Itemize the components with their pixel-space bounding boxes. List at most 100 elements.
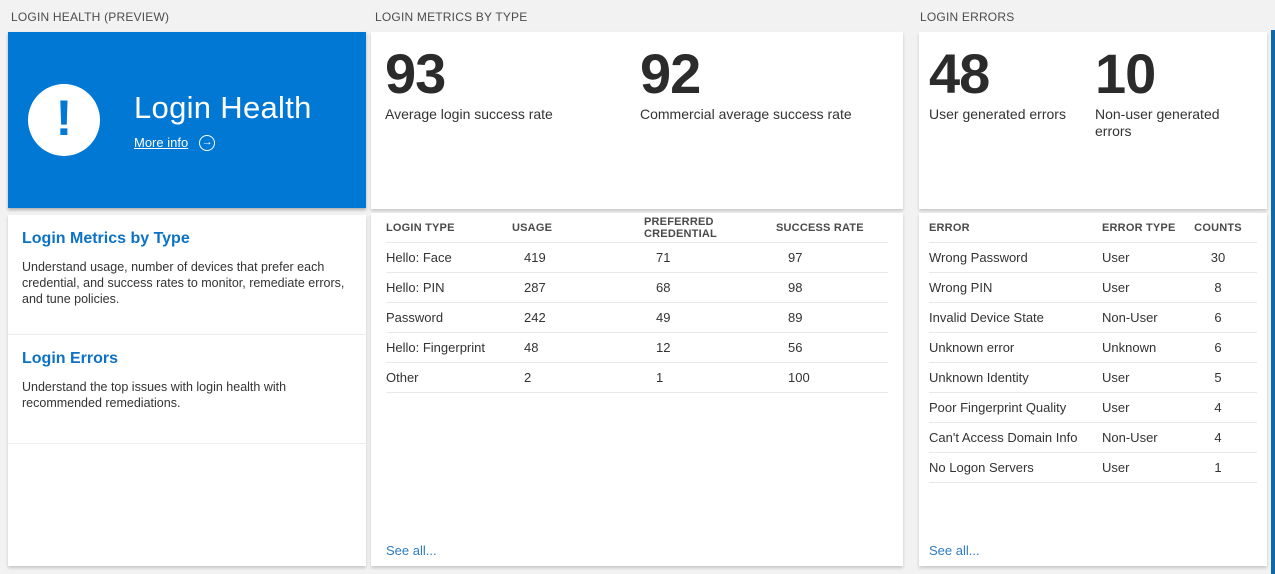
table-cell: Invalid Device State — [929, 310, 1044, 325]
table-row: Wrong Password User 30 — [929, 243, 1257, 273]
login-errors-table: ERROR ERROR TYPE COUNTS Wrong Password User 3… — [929, 213, 1257, 483]
table-cell: 100 — [788, 370, 810, 385]
table-row: Invalid Device State Non-User 6 — [929, 303, 1257, 333]
login-errors-table-panel: ERROR ERROR TYPE COUNTS Wrong Password User 3… — [919, 213, 1267, 566]
table-cell: 1 — [656, 370, 664, 385]
table-row: Can't Access Domain Info Non-User 4 — [929, 423, 1257, 453]
table-cell: 2 — [524, 370, 532, 385]
table-cell: 12 — [656, 340, 671, 355]
table-cell: 4 — [1214, 400, 1222, 415]
errors-stats-panel: 48 User generated errors 10 Non-user gen… — [919, 32, 1267, 209]
table-cell: Password — [386, 310, 444, 325]
table-cell: Hello: Fingerprint — [386, 340, 485, 355]
info-section-description: Understand usage, number of devices that… — [22, 260, 345, 306]
table-cell: 419 — [524, 250, 546, 265]
info-section-title: Login Metrics by Type — [22, 230, 190, 247]
table-cell: 1 — [1214, 460, 1222, 475]
table-row: Hello: Fingerprint 48 12 56 — [386, 333, 888, 363]
stat-value: 92 — [640, 42, 701, 105]
section-header-login-errors: LOGIN ERRORS — [920, 10, 1015, 24]
table-cell: 68 — [656, 280, 671, 295]
table-cell: 71 — [656, 250, 671, 265]
info-section-description: Understand the top issues with login hea… — [22, 380, 287, 410]
table-row: Wrong PIN User 8 — [929, 273, 1257, 303]
errors-see-all-link[interactable]: See all... — [929, 543, 980, 558]
table-cell: Unknown error — [929, 340, 1015, 355]
exclamation-icon: ! — [28, 84, 100, 156]
table-cell: Non-User — [1102, 310, 1158, 325]
stat-user-generated-errors: 48 User generated errors — [929, 46, 1095, 209]
exclamation-glyph: ! — [55, 90, 73, 146]
table-row: Unknown error Unknown 6 — [929, 333, 1257, 363]
stat-label: User generated errors — [929, 106, 1066, 122]
table-row: Hello: PIN 287 68 98 — [386, 273, 888, 303]
table-row: Unknown Identity User 5 — [929, 363, 1257, 393]
table-cell: Poor Fingerprint Quality — [929, 400, 1067, 415]
stat-label: Commercial average success rate — [640, 106, 852, 122]
table-cell: Unknown — [1102, 340, 1157, 355]
table-cell: Unknown Identity — [929, 370, 1029, 385]
table-row: Poor Fingerprint Quality User 4 — [929, 393, 1257, 423]
table-row: No Logon Servers User 1 — [929, 453, 1257, 483]
table-row: Hello: Face 419 71 97 — [386, 243, 888, 273]
arrow-right-circle-icon[interactable]: → — [199, 134, 216, 151]
table-cell: 287 — [524, 280, 546, 295]
tile-title: Login Health — [134, 89, 312, 125]
table-header-cell: LOGIN TYPE — [386, 221, 455, 234]
login-metrics-table: LOGIN TYPE USAGE PREFERRED CREDENTIAL SUCCE… — [386, 213, 888, 393]
adjacent-tile-edge — [1271, 30, 1275, 574]
nav-section-login-metrics-by-type[interactable]: Login Metrics by Type Understand usage, … — [8, 215, 366, 335]
login-health-tile[interactable]: ! Login Health More info → — [8, 32, 366, 208]
table-cell: 89 — [788, 310, 803, 325]
table-cell: Non-User — [1102, 430, 1158, 445]
table-cell: 5 — [1214, 370, 1222, 385]
table-header-cell: ERROR TYPE — [1102, 221, 1176, 234]
table-header-row: ERROR ERROR TYPE COUNTS — [929, 213, 1257, 243]
section-header-login-health: LOGIN HEALTH (PREVIEW) — [11, 10, 170, 24]
metrics-stats-panel: 93 Average login success rate 92 Commerc… — [371, 32, 903, 209]
table-cell: Wrong PIN — [929, 280, 993, 295]
table-header-cell: COUNTS — [1194, 221, 1242, 234]
table-cell: Other — [386, 370, 419, 385]
table-cell: 4 — [1214, 430, 1222, 445]
table-header-cell: PREFERRED CREDENTIAL — [644, 215, 717, 240]
table-header-row: LOGIN TYPE USAGE PREFERRED CREDENTIAL SUCCE… — [386, 213, 888, 243]
table-row: Other 2 1 100 — [386, 363, 888, 393]
info-section-title: Login Errors — [22, 350, 119, 367]
table-cell: 30 — [1210, 250, 1226, 265]
nav-section-login-errors[interactable]: Login Errors Understand the top issues w… — [8, 335, 366, 444]
table-cell: 48 — [524, 340, 539, 355]
table-cell: Can't Access Domain Info — [929, 430, 1078, 445]
stat-label: Average login success rate — [385, 106, 553, 122]
stat-non-user-generated-errors: 10 Non-user generated errors — [1095, 46, 1237, 209]
table-cell: User — [1102, 370, 1130, 385]
table-row: Password 242 49 89 — [386, 303, 888, 333]
table-cell: 97 — [788, 250, 803, 265]
table-header-cell: USAGE — [512, 221, 553, 234]
table-cell: User — [1102, 280, 1130, 295]
stat-label: Non-user generated errors — [1095, 106, 1220, 139]
metrics-see-all-link[interactable]: See all... — [386, 543, 437, 558]
table-cell: Wrong Password — [929, 250, 1028, 265]
table-header-cell: ERROR — [929, 221, 970, 234]
table-cell: User — [1102, 250, 1130, 265]
table-cell: User — [1102, 400, 1130, 415]
login-health-info-card: Login Metrics by Type Understand usage, … — [8, 215, 366, 566]
table-header-cell: SUCCESS RATE — [776, 221, 864, 234]
table-cell: User — [1102, 460, 1130, 475]
stat-average-login-success-rate: 93 Average login success rate — [385, 46, 640, 209]
table-cell: 242 — [524, 310, 546, 325]
table-cell: 56 — [788, 340, 803, 355]
table-cell: No Logon Servers — [929, 460, 1034, 475]
login-metrics-table-panel: LOGIN TYPE USAGE PREFERRED CREDENTIAL SUCCE… — [371, 213, 903, 566]
table-cell: 6 — [1214, 340, 1222, 355]
table-cell: 98 — [788, 280, 803, 295]
table-cell: 6 — [1214, 310, 1222, 325]
stat-value: 48 — [929, 42, 990, 105]
table-cell: 49 — [656, 310, 671, 325]
more-info-link[interactable]: More info — [134, 135, 189, 150]
table-cell: 8 — [1214, 280, 1222, 295]
section-header-login-metrics: LOGIN METRICS BY TYPE — [375, 10, 528, 24]
table-cell: Hello: Face — [386, 250, 452, 265]
stat-commercial-average-success-rate: 92 Commercial average success rate — [640, 46, 852, 209]
